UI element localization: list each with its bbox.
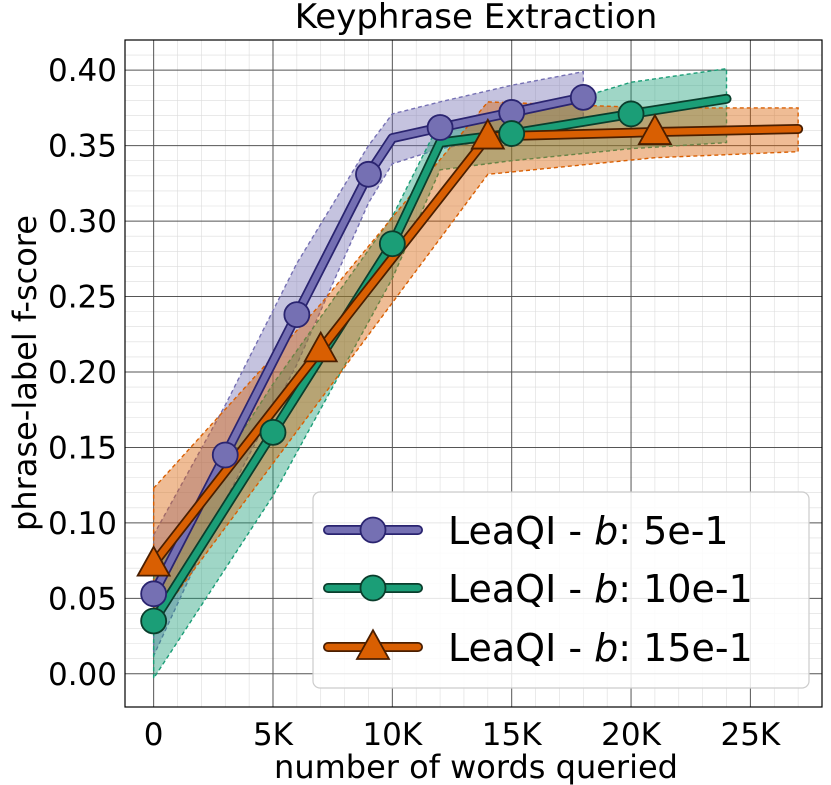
data-point (617, 100, 645, 128)
data-point (569, 83, 597, 111)
y-tick-label: 0.40 (48, 53, 117, 89)
y-tick-label: 0.05 (48, 581, 117, 617)
data-point (140, 607, 168, 635)
data-point (378, 230, 406, 258)
data-point (140, 580, 168, 608)
legend-box (312, 491, 810, 689)
x-tick-label: 25K (720, 717, 780, 753)
data-point (498, 120, 526, 147)
x-tick-label: 10K (362, 717, 422, 753)
data-point (355, 160, 382, 188)
data-point (136, 544, 172, 577)
legend: LeaQI - b: 5e-1 LeaQI - b: 10e-1 LeaQI - b… (312, 491, 810, 689)
chart-title: Keyphrase Extraction (295, 0, 658, 37)
data-point (211, 441, 239, 469)
data-point (426, 114, 454, 141)
plot-frame (124, 39, 823, 708)
y-tick-label: 0.30 (48, 204, 117, 240)
y-tick-label: 0.20 (48, 355, 117, 391)
tick-labels: 0 5K 10K 15K 20K 25K 0.00 0.05 0.10 0.15 0.20 0.25 0… (48, 53, 781, 753)
legend-marker (355, 628, 391, 660)
x-tick-label: 15K (482, 717, 542, 753)
series-markers (136, 83, 673, 635)
x-tick-label: 20K (601, 717, 661, 753)
data-point (259, 418, 287, 446)
y-axis-label: phrase-label f-score (6, 215, 44, 531)
legend-label: LeaQI - b: 15e-1 (448, 626, 753, 670)
y-tick-label: 0.10 (48, 506, 117, 542)
legend-label: LeaQI - b: 10e-1 (448, 567, 753, 611)
y-tick-label: 0.25 (48, 280, 117, 316)
y-tick-label: 0.15 (48, 430, 117, 466)
legend-marker (359, 516, 387, 544)
data-point (470, 117, 506, 150)
y-tick-label: 0.35 (48, 129, 117, 165)
y-tick-label: 0.00 (48, 657, 117, 693)
x-tick-label: 0 (144, 717, 164, 753)
data-point (637, 113, 673, 145)
legend-marker (359, 574, 387, 602)
x-axis-label: number of words queried (274, 748, 678, 785)
legend-label: LeaQI - b: 5e-1 (448, 509, 729, 553)
x-tick-label: 5K (253, 717, 294, 753)
data-point (303, 330, 339, 363)
data-point (283, 301, 311, 329)
